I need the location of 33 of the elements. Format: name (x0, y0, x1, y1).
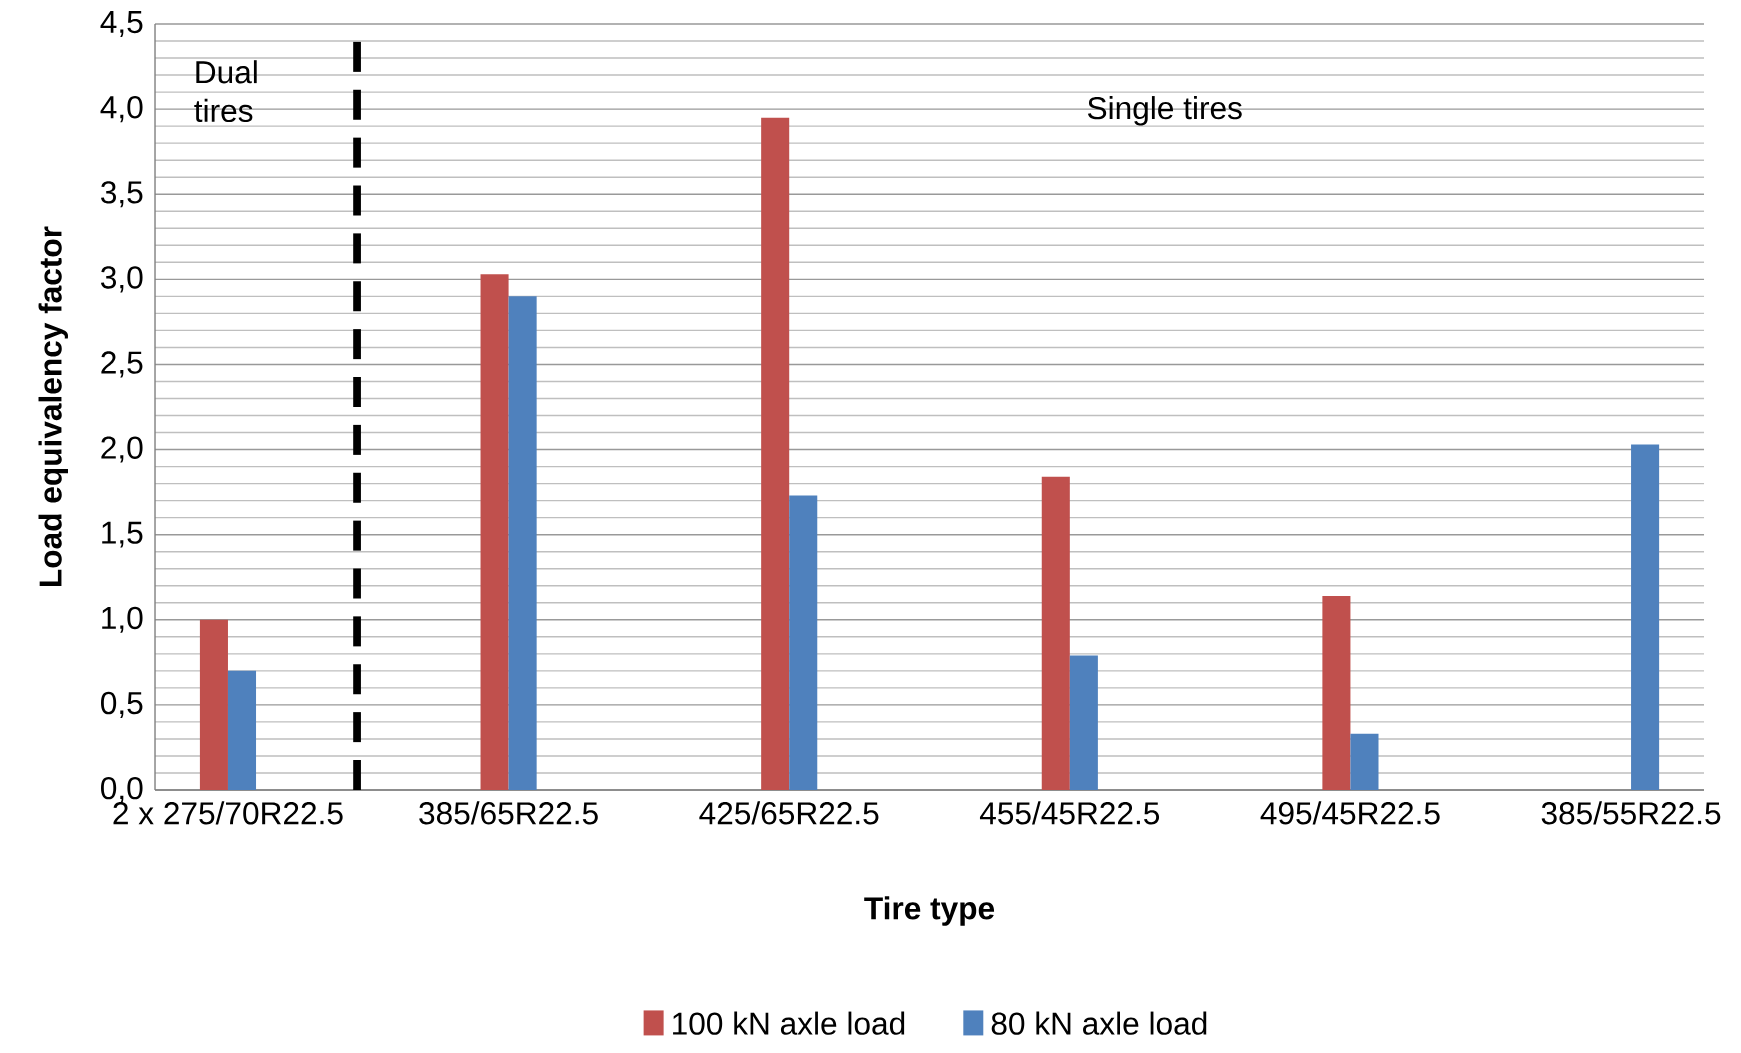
bar (789, 495, 818, 790)
bar (480, 274, 509, 790)
y-tick-label: 1,5 (102, 521, 143, 548)
y-tick-label: 2,5 (101, 351, 143, 378)
y-tick-label: 1,0 (102, 606, 143, 633)
y-tick-label: 2,0 (101, 436, 143, 463)
annotation: Single tires (1087, 95, 1242, 126)
y-axis-title: Load equivalency factor (38, 226, 68, 586)
x-tick-label: 2 x 275/70R22.5 (113, 801, 343, 825)
legend-label: 80 kN axle load (991, 1011, 1207, 1035)
legend-label: 100 kN axle load (673, 1011, 905, 1035)
bar (1350, 733, 1379, 790)
bar (1322, 595, 1351, 790)
x-axis-title: Tire type (864, 896, 995, 926)
x-tick-label: 425/65R22.5 (699, 801, 879, 825)
bar (1069, 655, 1098, 790)
bar (1041, 476, 1070, 790)
y-tick-label: 3,5 (101, 180, 143, 208)
bar (199, 619, 228, 790)
y-tick-label: 0,5 (101, 691, 143, 718)
x-tick-label: 385/55R22.5 (1541, 801, 1721, 825)
y-tick-label: 4,0 (100, 95, 143, 122)
y-tick-label: 3,0 (101, 266, 143, 293)
x-tick-label: 495/45R22.5 (1260, 801, 1440, 825)
bar (227, 670, 257, 790)
annotation: Dual tires (194, 60, 257, 122)
bar (508, 296, 537, 790)
x-tick-label: 455/45R22.5 (979, 801, 1160, 825)
y-tick-label: 0,0 (101, 776, 143, 803)
x-tick-label: 385/65R22.5 (419, 801, 598, 825)
bar (1631, 444, 1660, 790)
bar (761, 117, 790, 790)
y-tick-label: 4,5 (100, 10, 143, 37)
